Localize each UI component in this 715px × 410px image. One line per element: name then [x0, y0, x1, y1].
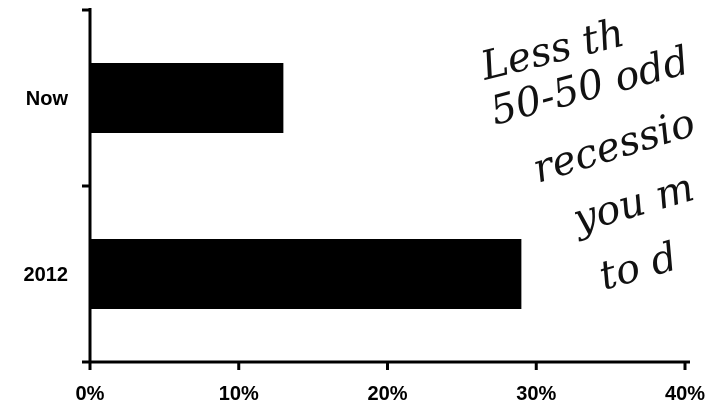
- x-tick-label: 20%: [367, 383, 407, 405]
- x-tick-label: 0%: [76, 383, 105, 405]
- x-tick-label: 40%: [665, 383, 705, 405]
- annotation-line-5: to d: [594, 234, 682, 300]
- category-label: Now: [26, 88, 69, 110]
- category-label: 2012: [24, 264, 69, 286]
- bar-2012: [90, 239, 522, 309]
- x-tick-label: 30%: [516, 383, 556, 405]
- bar-now: [90, 63, 284, 133]
- x-tick-label: 10%: [219, 383, 259, 405]
